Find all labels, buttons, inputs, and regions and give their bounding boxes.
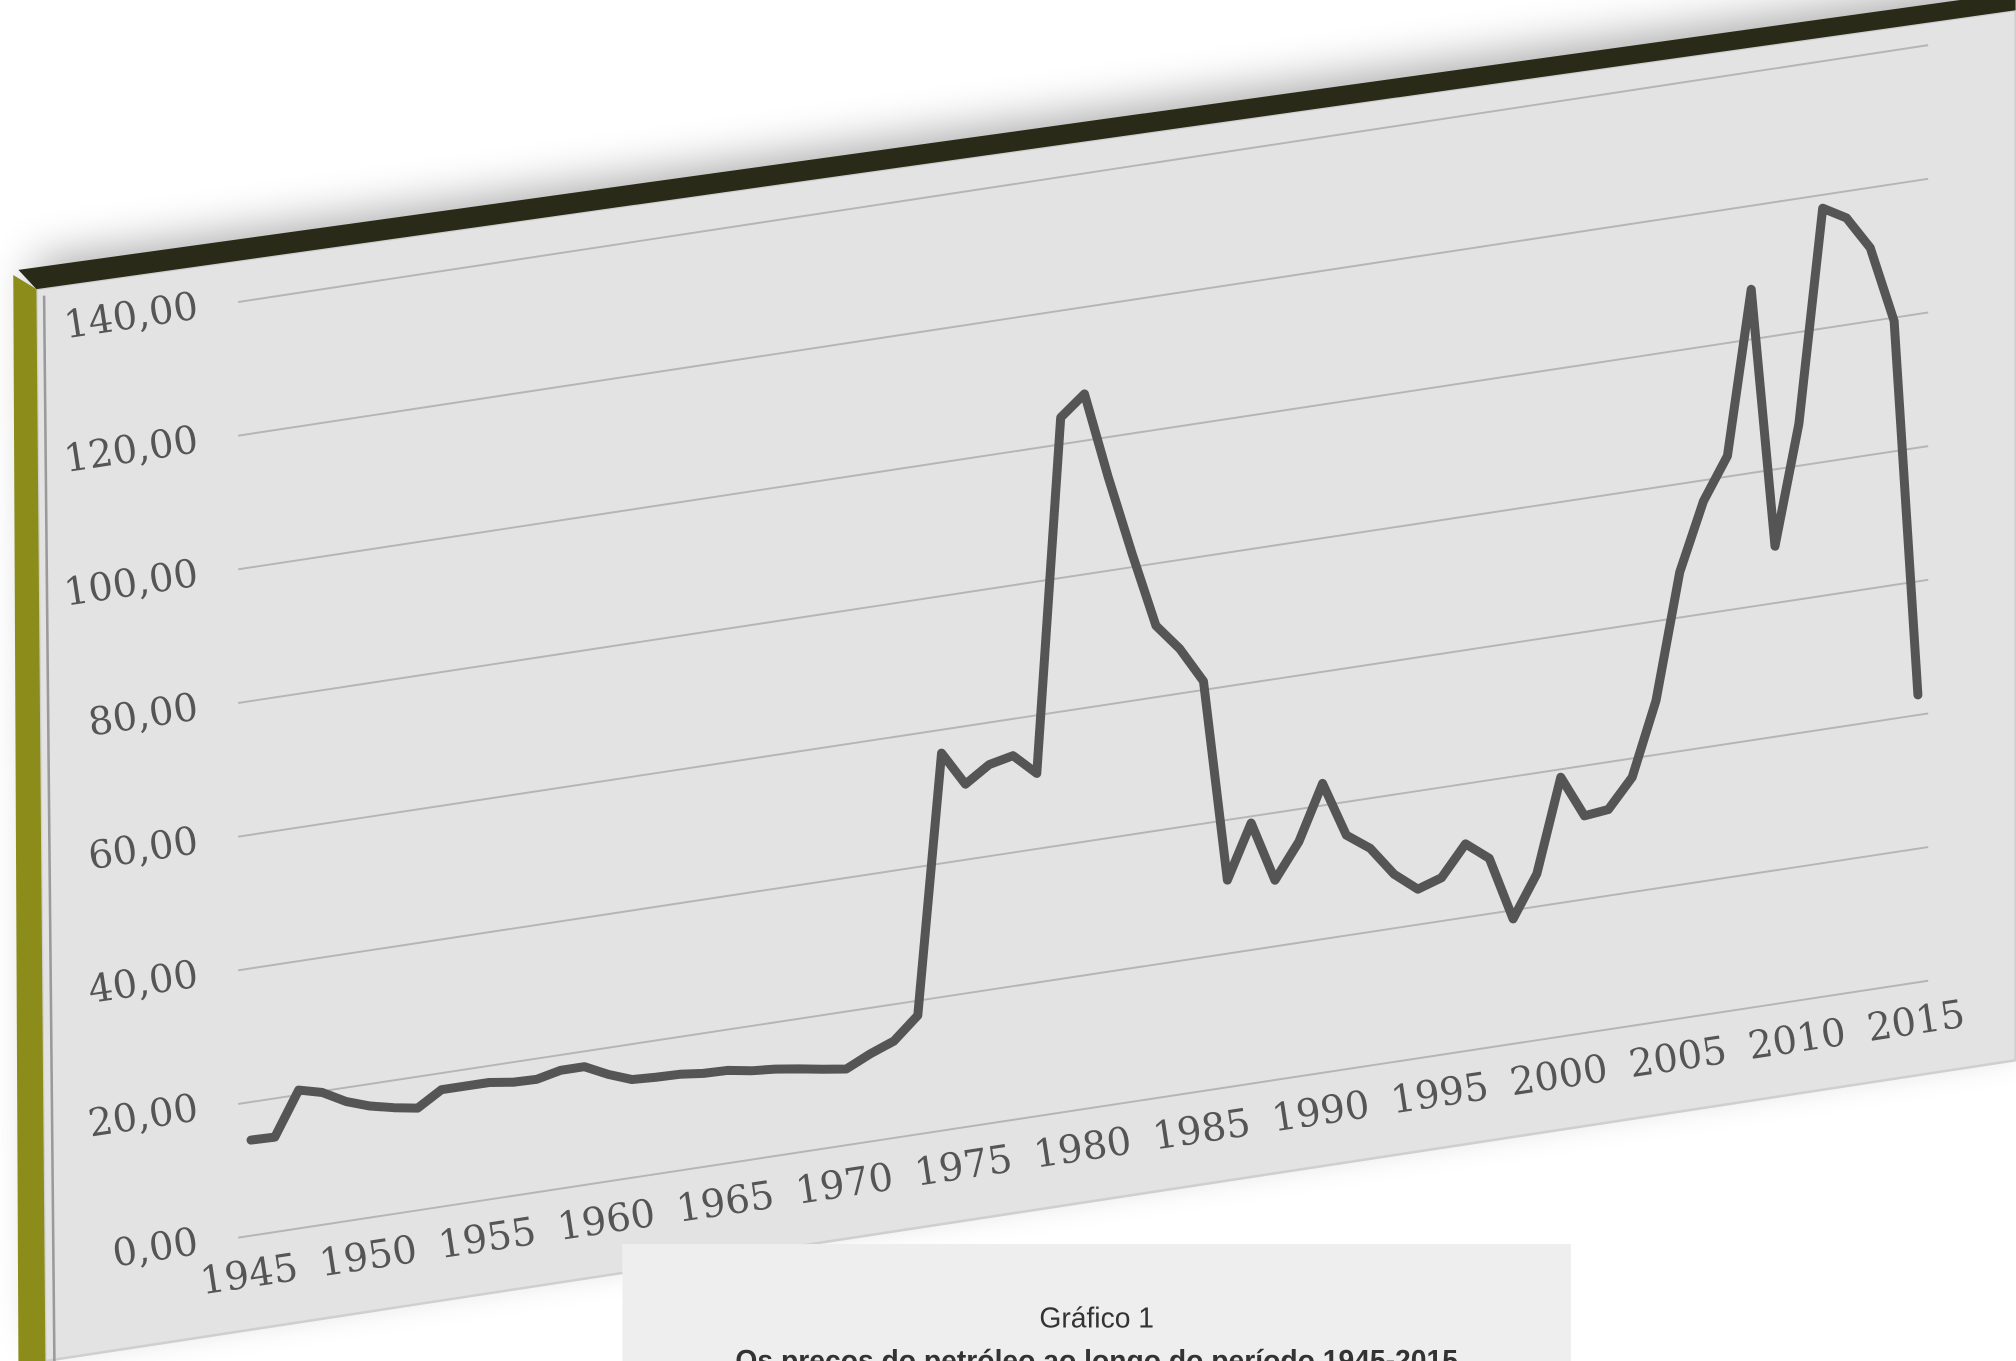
grid-line bbox=[238, 44, 1929, 303]
grid-line bbox=[238, 846, 1929, 1105]
caption-box bbox=[622, 1244, 1571, 1361]
grid-line bbox=[238, 311, 1929, 571]
frame-inner bbox=[42, 295, 56, 1361]
grid-line bbox=[238, 712, 1929, 972]
frame-top bbox=[18, 0, 2016, 290]
grid-line bbox=[238, 979, 1929, 1239]
caption-title: Os preços do petróleo ao longo do períod… bbox=[735, 1344, 1457, 1361]
caption-label: Gráfico 1 bbox=[1039, 1302, 1154, 1334]
grid-line bbox=[238, 578, 1929, 838]
grid-line bbox=[238, 445, 1929, 704]
frame-left bbox=[13, 275, 46, 1361]
plot-area bbox=[35, 8, 2016, 1361]
data-line bbox=[246, 203, 1923, 1145]
grid-line bbox=[238, 177, 1929, 437]
